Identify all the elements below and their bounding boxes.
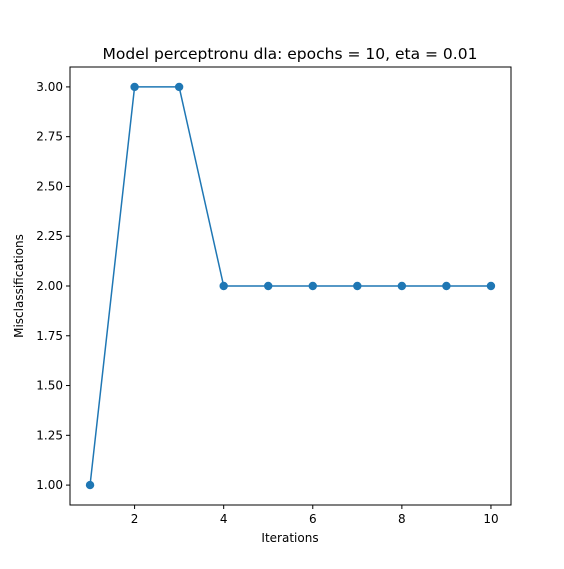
y-tick-label: 2.25 (36, 229, 63, 243)
x-axis: 2 4 6 8 10 (131, 505, 499, 526)
y-tick-label: 2.00 (36, 279, 63, 293)
chart-title: Model perceptronu dla: epochs = 10, eta … (103, 45, 478, 63)
y-tick-label: 3.00 (36, 80, 63, 94)
x-tick-label: 2 (131, 512, 139, 526)
y-tick-label: 1.00 (36, 478, 63, 492)
y-tick-label: 1.50 (36, 379, 63, 393)
x-tick-label: 4 (220, 512, 228, 526)
data-point (264, 281, 273, 291)
data-point (308, 281, 317, 291)
data-point (219, 281, 228, 291)
y-tick-label: 2.50 (36, 179, 63, 193)
y-axis: 1.00 1.25 1.50 1.75 2.00 2.25 2.50 2.75 3.00 (36, 80, 70, 492)
series-line (89, 86, 491, 486)
y-tick-label: 2.75 (36, 130, 63, 144)
data-point (486, 281, 496, 291)
data-point (85, 480, 95, 490)
data-point (442, 281, 451, 291)
x-axis-label: Iterations (261, 531, 318, 545)
data-point (353, 281, 362, 291)
data-point (174, 82, 184, 92)
x-tick-label: 10 (483, 512, 498, 526)
x-tick-label: 8 (398, 512, 406, 526)
y-tick-label: 1.25 (36, 428, 63, 442)
data-point (397, 281, 407, 291)
data-point (130, 82, 139, 92)
x-tick-label: 6 (309, 512, 317, 526)
y-axis-label: Misclassifications (12, 234, 26, 338)
y-tick-label: 1.75 (36, 329, 63, 343)
series-points (85, 82, 496, 490)
